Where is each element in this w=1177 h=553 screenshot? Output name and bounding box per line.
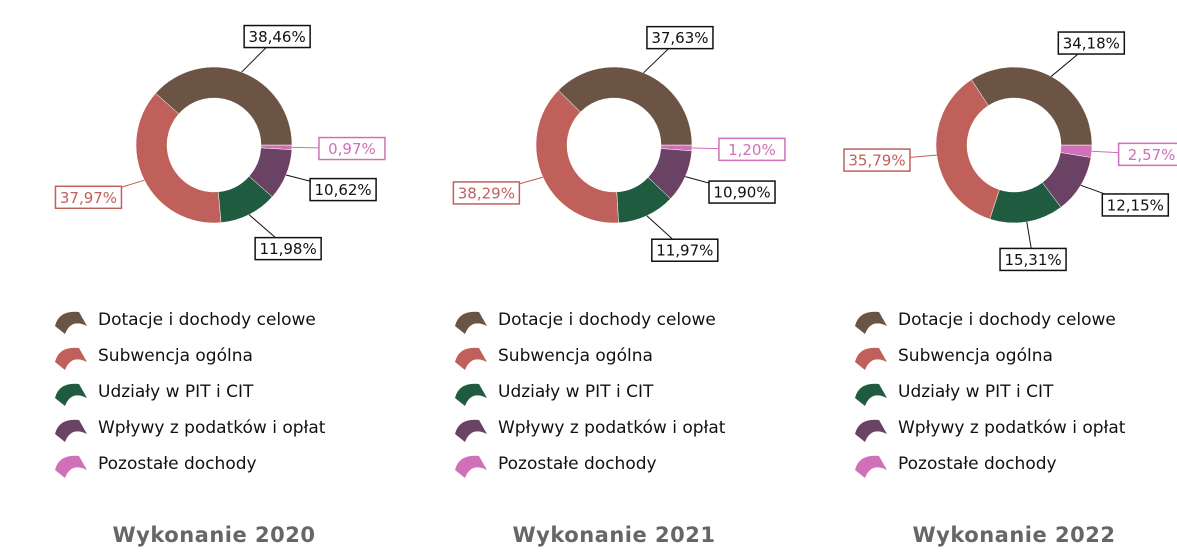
legend-icon: [455, 455, 487, 478]
label-box: [646, 25, 714, 50]
data-label: 15,31%: [1004, 251, 1061, 269]
data-label: 10,62%: [314, 181, 371, 199]
legend-label: Udziały w PIT i CIT: [98, 382, 254, 402]
legend-icon: [455, 347, 487, 370]
donut-segment: [935, 79, 1000, 220]
legend-icon: [455, 383, 487, 406]
donut-segment: [971, 66, 1093, 146]
label-box: [452, 181, 521, 205]
legend-label: Dotacje i dochody celowe: [498, 310, 716, 330]
legend-label: Wpływy z podatków i opłat: [898, 418, 1126, 438]
legend-icon: [55, 455, 87, 478]
data-label: 37,97%: [60, 189, 117, 207]
data-label: 38,29%: [458, 184, 515, 202]
legend-label: Subwencja ogólna: [498, 346, 653, 366]
data-label: 38,46%: [249, 28, 306, 46]
legend-label: Subwencja ogólna: [898, 346, 1053, 366]
legend-icon: [855, 419, 887, 442]
data-label: 2,57%: [1128, 146, 1176, 164]
legend-icon: [55, 419, 87, 442]
data-label: 34,18%: [1063, 35, 1120, 53]
label-box: [718, 137, 786, 162]
data-label: 35,79%: [848, 152, 905, 170]
legend-icon: [855, 383, 887, 406]
legend-icon: [455, 419, 487, 442]
label-box: [254, 236, 322, 261]
label-box: [1057, 31, 1126, 55]
legend-label: Dotacje i dochody celowe: [898, 310, 1116, 330]
donut-segment: [535, 89, 619, 224]
label-box: [1101, 193, 1170, 217]
donut-segment: [135, 92, 222, 224]
chart-title: Wykonanie 2020: [113, 523, 316, 547]
data-label: 11,97%: [656, 242, 713, 260]
label-box: [309, 177, 377, 202]
data-label: 12,15%: [1107, 196, 1164, 214]
legend-icon: [55, 347, 87, 370]
donut-segment: [155, 66, 293, 146]
label-box: [651, 238, 719, 262]
legend-label: Subwencja ogólna: [98, 346, 253, 366]
legend-label: Udziały w PIT i CIT: [498, 382, 654, 402]
data-label: 11,98%: [260, 240, 317, 258]
label-box: [999, 247, 1067, 272]
legend-icon: [55, 383, 87, 406]
legend-icon: [455, 311, 487, 334]
data-label: 10,90%: [713, 184, 770, 202]
legend-icon: [855, 455, 887, 478]
legend-label: Wpływy z podatków i opłat: [98, 418, 326, 438]
label-box: [243, 24, 311, 49]
label-box: [54, 185, 123, 210]
legend-icon: [55, 311, 87, 334]
data-label: 1,20%: [728, 141, 776, 159]
chart-title: Wykonanie 2022: [913, 523, 1116, 547]
label-box: [843, 148, 911, 172]
data-label: 37,63%: [651, 29, 708, 47]
label-box: [318, 136, 386, 161]
legend-label: Pozostałe dochody: [898, 454, 1057, 474]
legend-icon: [855, 311, 887, 334]
legend-label: Pozostałe dochody: [498, 454, 657, 474]
legend-label: Dotacje i dochody celowe: [98, 310, 316, 330]
data-label: 0,97%: [328, 140, 376, 158]
label-box: [708, 180, 776, 204]
legend-label: Udziały w PIT i CIT: [898, 382, 1054, 402]
donut-segment: [558, 66, 693, 146]
legend-icon: [855, 347, 887, 370]
chart-title: Wykonanie 2021: [513, 523, 716, 547]
legend-label: Wpływy z podatków i opłat: [498, 418, 726, 438]
label-box: [1117, 142, 1177, 167]
legend-label: Pozostałe dochody: [98, 454, 257, 474]
